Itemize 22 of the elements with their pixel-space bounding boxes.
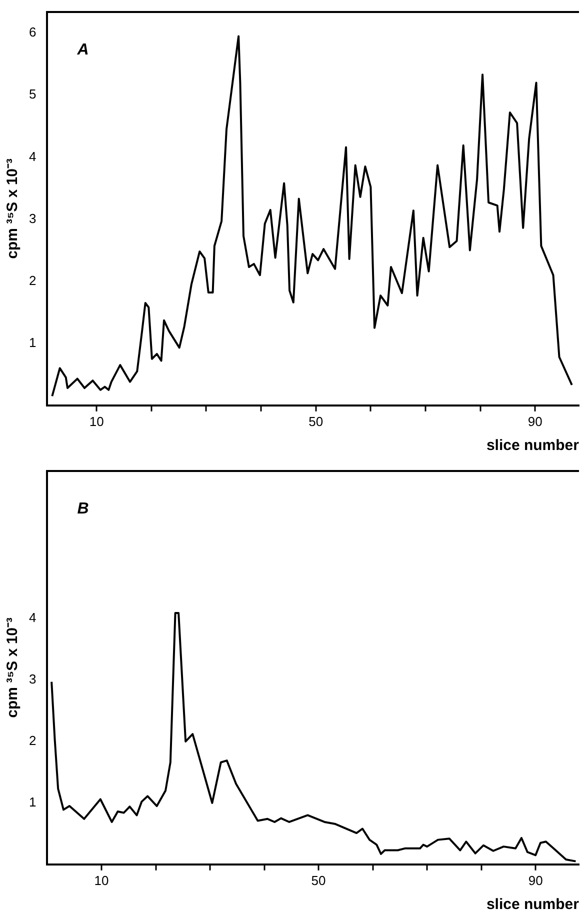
- y-tick-label: 5: [28, 86, 36, 102]
- text: A: [76, 41, 89, 58]
- y-tick-label: 1: [28, 334, 36, 350]
- y-tick-label: 4: [28, 610, 36, 626]
- x-tick-label: 90: [528, 872, 543, 888]
- x-tick-label: 10: [94, 872, 109, 888]
- y-tick-label: 3: [28, 210, 36, 226]
- y-tick-label: 1: [28, 794, 36, 810]
- x-tick-label: 50: [311, 872, 326, 888]
- y-axis-title: cpm ³⁵S x 10⁻³: [4, 158, 22, 259]
- y-tick-label: 2: [28, 733, 36, 748]
- y-axis-title: cpm ³⁵S x 10⁻³: [4, 617, 22, 718]
- x-tick-label: 10: [89, 414, 104, 429]
- x-tick-label: 90: [528, 414, 542, 429]
- y-tick-label: 3: [28, 672, 36, 687]
- y-tick-label: 2: [28, 272, 36, 288]
- x-axis-title: slice number: [486, 896, 580, 914]
- x-tick-label: 50: [308, 414, 324, 429]
- text: B: [77, 500, 89, 518]
- x-axis-title: slice number: [486, 437, 580, 454]
- y-tick-label: 6: [28, 24, 36, 40]
- y-tick-label: 4: [28, 148, 36, 164]
